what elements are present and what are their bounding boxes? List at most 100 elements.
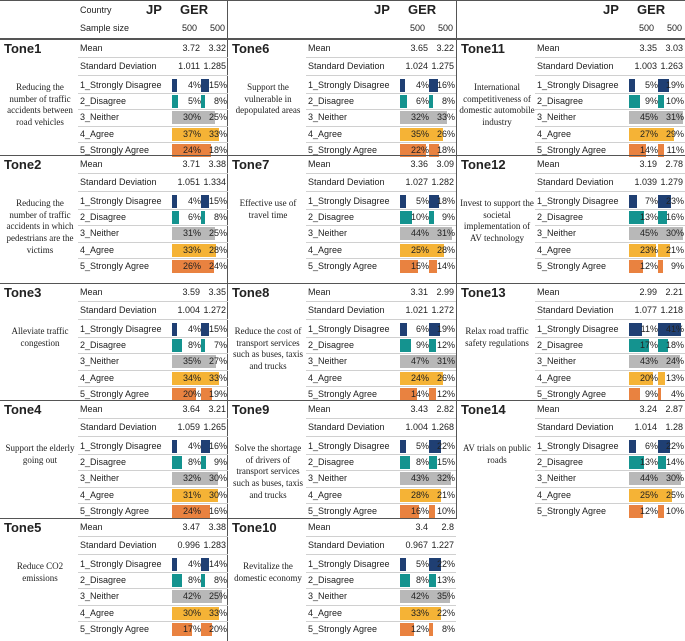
- header-bottom-rule: [0, 38, 685, 39]
- tone4-response-label-3: 3_Neither: [80, 473, 120, 484]
- tone5-response-label-3: 3_Neither: [80, 591, 120, 602]
- tone12-title: Tone12: [461, 157, 506, 172]
- tone13-top-rule: [457, 283, 685, 284]
- tone6-jp-bar-5: [400, 143, 426, 157]
- tone14-response-label-3: 3_Neither: [537, 473, 577, 484]
- tone13-jp-bar-4: [629, 371, 653, 385]
- tone7-ger-pct-1: 18%: [436, 196, 455, 206]
- tone2-ger-pct-2: 8%: [213, 212, 227, 223]
- tone14-ger-bar-1: [658, 440, 670, 453]
- tone3-sep-sd: [78, 319, 228, 320]
- tone14-sep-mean: [535, 418, 685, 419]
- tone2-jp-pct-1: 4%: [187, 196, 201, 206]
- tone4-description: Support the elderly going out: [5, 443, 75, 465]
- tone12-jp-pct-4: 23%: [639, 244, 658, 255]
- tone3-sep-row-4: [78, 385, 228, 387]
- tone6-jp-pct-1: 4%: [415, 80, 429, 90]
- tone9-jp-bar-4: [400, 488, 433, 502]
- tone3-ger-bar-1: [201, 323, 209, 336]
- tone14-ger-pct-5: 10%: [665, 505, 684, 516]
- tone7-ger-sd: 1.282: [431, 177, 454, 187]
- tone11-ger-bar-2: [658, 95, 664, 109]
- tone5-sep-sd: [78, 554, 228, 555]
- tone5-ger-bar-2: [201, 574, 205, 588]
- tone1-jp-mean: 3.72: [182, 43, 200, 53]
- tone5-ger-sd: 1.283: [203, 540, 226, 550]
- tone2-ger-mean: 3.38: [208, 159, 226, 169]
- tone14-jp-bar-1: [629, 440, 636, 453]
- tone9-title: Tone9: [232, 402, 270, 417]
- tone9-response-label-2: 2_Disagree: [308, 457, 355, 468]
- tone8-response-label-5: 5_Strongly Agree: [308, 388, 378, 399]
- tone10-jp-pct-5: 12%: [410, 623, 429, 634]
- tone1-ger-bar-2: [201, 95, 205, 109]
- tone4-ger-mean: 3.21: [208, 404, 226, 414]
- tone14-ger-pct-1: 22%: [665, 441, 684, 451]
- tone2-sep-mean: [78, 173, 228, 174]
- tone12-sep-sd: [535, 191, 685, 192]
- tone3-ger-bar-5: [201, 387, 212, 401]
- tone8-description: Reduce the cost of transport services su…: [233, 326, 303, 372]
- tone11-ger-mean: 3.03: [665, 43, 683, 53]
- tone7-jp-bar-5: [400, 259, 418, 273]
- tone2-jp-bar-1: [172, 195, 177, 208]
- tone13-ger-bar-2: [658, 339, 668, 353]
- tone12-ger-bar-1: [658, 195, 671, 208]
- tone10-ger-bar-1: [429, 558, 441, 571]
- tone9-sep-mean: [306, 418, 456, 419]
- tone7-response-label-5: 5_Strongly Agree: [308, 260, 378, 271]
- tone7-sep-row-1: [306, 209, 456, 211]
- tone4-jp-bar-4: [172, 488, 209, 502]
- tone9-sep-row-4: [306, 502, 456, 504]
- tone6-jp-sd: 1.024: [405, 61, 428, 71]
- tone11-jp-mean: 3.35: [639, 43, 657, 53]
- tone4-ger-pct-3: 30%: [208, 473, 227, 484]
- tone10-ger-pct-2: 13%: [436, 575, 455, 586]
- tone10-ger-pct-4: 22%: [436, 607, 455, 618]
- tone9-ger-pct-4: 21%: [436, 489, 455, 500]
- tone3-response-label-2: 2_Disagree: [80, 340, 127, 351]
- tone12-jp-pct-2: 13%: [639, 212, 658, 223]
- tone7-ger-pct-5: 14%: [436, 260, 455, 271]
- tone10-jp-mean: 3.4: [415, 522, 428, 532]
- tone12-sep-row-2: [535, 225, 685, 227]
- tone13-ger-pct-1: 41%: [665, 324, 684, 334]
- tone3-jp-mean: 3.59: [182, 287, 200, 297]
- tone10-jp-bar-2: [400, 574, 410, 588]
- tone3-sd-label: Standard Deviation: [80, 305, 157, 315]
- tone5-jp-bar-2: [172, 574, 182, 588]
- tone3-ger-bar-2: [201, 339, 205, 353]
- tone11-jp-bar-4: [629, 127, 661, 141]
- tone6-ger-sd: 1.275: [431, 61, 454, 71]
- tone1-response-label-4: 4_Agree: [80, 128, 115, 139]
- tone9-sd-label: Standard Deviation: [308, 422, 385, 432]
- tone5-description: Reduce CO2 emissions: [16, 561, 64, 583]
- tone7-jp-pct-4: 25%: [410, 244, 429, 255]
- tone3-jp-pct-3: 35%: [182, 356, 201, 367]
- tone10-jp-pct-4: 33%: [410, 607, 429, 618]
- tone5-ger-pct-1: 14%: [208, 559, 227, 569]
- tone5-jp-bar-4: [172, 606, 208, 620]
- tone5-jp-sd: 0.996: [177, 540, 200, 550]
- tone7-sep-sd: [306, 191, 456, 192]
- jp-header: JP: [374, 2, 390, 17]
- tone8-top-rule: [228, 283, 456, 284]
- tone11-response-label-1: 1_Strongly Disagree: [537, 80, 619, 90]
- tone13-ger-bar-3: [658, 355, 671, 369]
- tone6-mean-label: Mean: [308, 43, 331, 53]
- tone1-jp-bar-2: [172, 95, 178, 109]
- tone6-ger-pct-3: 33%: [436, 112, 455, 123]
- tone1-jp-pct-2: 5%: [187, 96, 201, 107]
- tone7-ger-bar-3: [429, 227, 446, 241]
- tone13-mean-label: Mean: [537, 287, 560, 297]
- tone1-response-label-2: 2_Disagree: [80, 96, 127, 107]
- tone13-jp-mean: 2.99: [639, 287, 657, 297]
- tone9-ger-pct-3: 32%: [436, 473, 455, 484]
- tone14-sep-row-3: [535, 486, 685, 488]
- tone5-jp-pct-4: 30%: [182, 607, 201, 618]
- tone9-description: Solve the shortage of drivers of transpo…: [233, 443, 303, 500]
- tone12-ger-bar-3: [658, 227, 675, 241]
- tone3-ger-bar-4: [201, 371, 219, 385]
- tone13-jp-pct-2: 17%: [639, 340, 658, 351]
- tone4-jp-bar-3: [172, 472, 210, 486]
